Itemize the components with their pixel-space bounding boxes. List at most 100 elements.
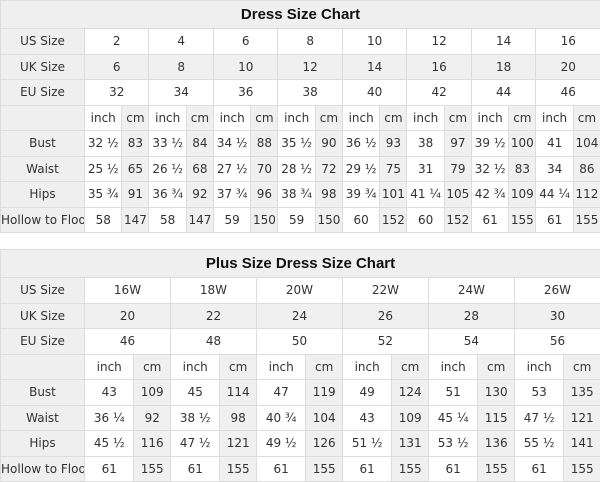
- unit-inch: inch: [170, 354, 219, 380]
- inch-cell: 37 ¾: [213, 182, 250, 208]
- size-cell: 8: [149, 54, 213, 80]
- inch-cell: 29 ½: [342, 156, 379, 182]
- inch-cell: 43: [85, 380, 134, 406]
- inch-cell: 38 ¾: [278, 182, 315, 208]
- inch-cell: 33 ½: [149, 131, 186, 157]
- inch-cell: 28 ½: [278, 156, 315, 182]
- inch-cell: 47: [256, 380, 305, 406]
- unit-cm: cm: [573, 105, 600, 131]
- row-label: Hollow to Floor: [1, 207, 85, 233]
- inch-cell: 35 ¾: [85, 182, 122, 208]
- row-label: Hollow to Floor: [1, 456, 85, 482]
- inch-cell: 53: [514, 380, 563, 406]
- row-label: UK Size: [1, 303, 85, 329]
- cm-cell: 115: [478, 405, 515, 431]
- cm-cell: 104: [573, 131, 600, 157]
- inch-cell: 32 ½: [85, 131, 122, 157]
- size-cell: 22W: [342, 278, 428, 304]
- size-cell: 46: [536, 80, 600, 106]
- unit-inch: inch: [256, 354, 305, 380]
- size-cell: 22: [170, 303, 256, 329]
- inch-cell: 60: [342, 207, 379, 233]
- size-cell: 18W: [170, 278, 256, 304]
- unit-inch: inch: [428, 354, 477, 380]
- unit-cm: cm: [220, 354, 257, 380]
- size-cell: 20W: [256, 278, 342, 304]
- inch-cell: 59: [278, 207, 315, 233]
- size-cell: 52: [342, 329, 428, 355]
- cm-cell: 147: [122, 207, 149, 233]
- size-cell: 48: [170, 329, 256, 355]
- cm-cell: 150: [315, 207, 342, 233]
- unit-cm: cm: [122, 105, 149, 131]
- inch-cell: 26 ½: [149, 156, 186, 182]
- chart-title: Dress Size Chart: [1, 1, 600, 29]
- inch-cell: 38: [407, 131, 444, 157]
- unit-inch: inch: [85, 105, 122, 131]
- cm-cell: 75: [380, 156, 407, 182]
- cm-cell: 93: [380, 131, 407, 157]
- size-cell: 14: [471, 29, 535, 55]
- unit-cm: cm: [134, 354, 171, 380]
- cm-cell: 86: [573, 156, 600, 182]
- size-cell: 30: [514, 303, 600, 329]
- unit-cm: cm: [392, 354, 429, 380]
- size-cell: 42: [407, 80, 471, 106]
- size-cell: 10: [342, 29, 406, 55]
- unit-inch: inch: [278, 105, 315, 131]
- chart-title: Plus Size Dress Size Chart: [1, 250, 600, 278]
- cm-cell: 155: [478, 456, 515, 482]
- cm-cell: 90: [315, 131, 342, 157]
- cm-cell: 109: [134, 380, 171, 406]
- cm-cell: 135: [564, 380, 600, 406]
- inch-cell: 42 ¾: [471, 182, 508, 208]
- row-label: Hips: [1, 431, 85, 457]
- inch-cell: 61: [342, 456, 391, 482]
- inch-cell: 32 ½: [471, 156, 508, 182]
- row-label: Waist: [1, 156, 85, 182]
- row-label: Bust: [1, 380, 85, 406]
- inch-cell: 36 ½: [342, 131, 379, 157]
- cm-cell: 155: [220, 456, 257, 482]
- inch-cell: 51 ½: [342, 431, 391, 457]
- cm-cell: 98: [315, 182, 342, 208]
- size-cell: 16: [407, 54, 471, 80]
- size-cell: 26: [342, 303, 428, 329]
- cm-cell: 112: [573, 182, 600, 208]
- inch-cell: 31: [407, 156, 444, 182]
- title-row: Dress Size Chart: [1, 1, 600, 29]
- cm-cell: 121: [220, 431, 257, 457]
- unit-cm: cm: [251, 105, 278, 131]
- cm-cell: 83: [122, 131, 149, 157]
- inch-cell: 47 ½: [170, 431, 219, 457]
- cm-cell: 147: [186, 207, 213, 233]
- inch-cell: 58: [85, 207, 122, 233]
- row-label: US Size: [1, 29, 85, 55]
- unit-cm: cm: [478, 354, 515, 380]
- inch-cell: 41 ¼: [407, 182, 444, 208]
- inch-cell: 27 ½: [213, 156, 250, 182]
- cm-cell: 105: [444, 182, 471, 208]
- size-cell: 16: [536, 29, 600, 55]
- inch-cell: 61: [536, 207, 573, 233]
- inch-cell: 49 ½: [256, 431, 305, 457]
- cm-cell: 130: [478, 380, 515, 406]
- cm-cell: 91: [122, 182, 149, 208]
- inch-cell: 34 ½: [213, 131, 250, 157]
- inch-cell: 36 ¾: [149, 182, 186, 208]
- inch-cell: 61: [471, 207, 508, 233]
- cm-cell: 109: [509, 182, 536, 208]
- inch-cell: 61: [170, 456, 219, 482]
- size-cell: 6: [85, 54, 149, 80]
- cm-cell: 141: [564, 431, 600, 457]
